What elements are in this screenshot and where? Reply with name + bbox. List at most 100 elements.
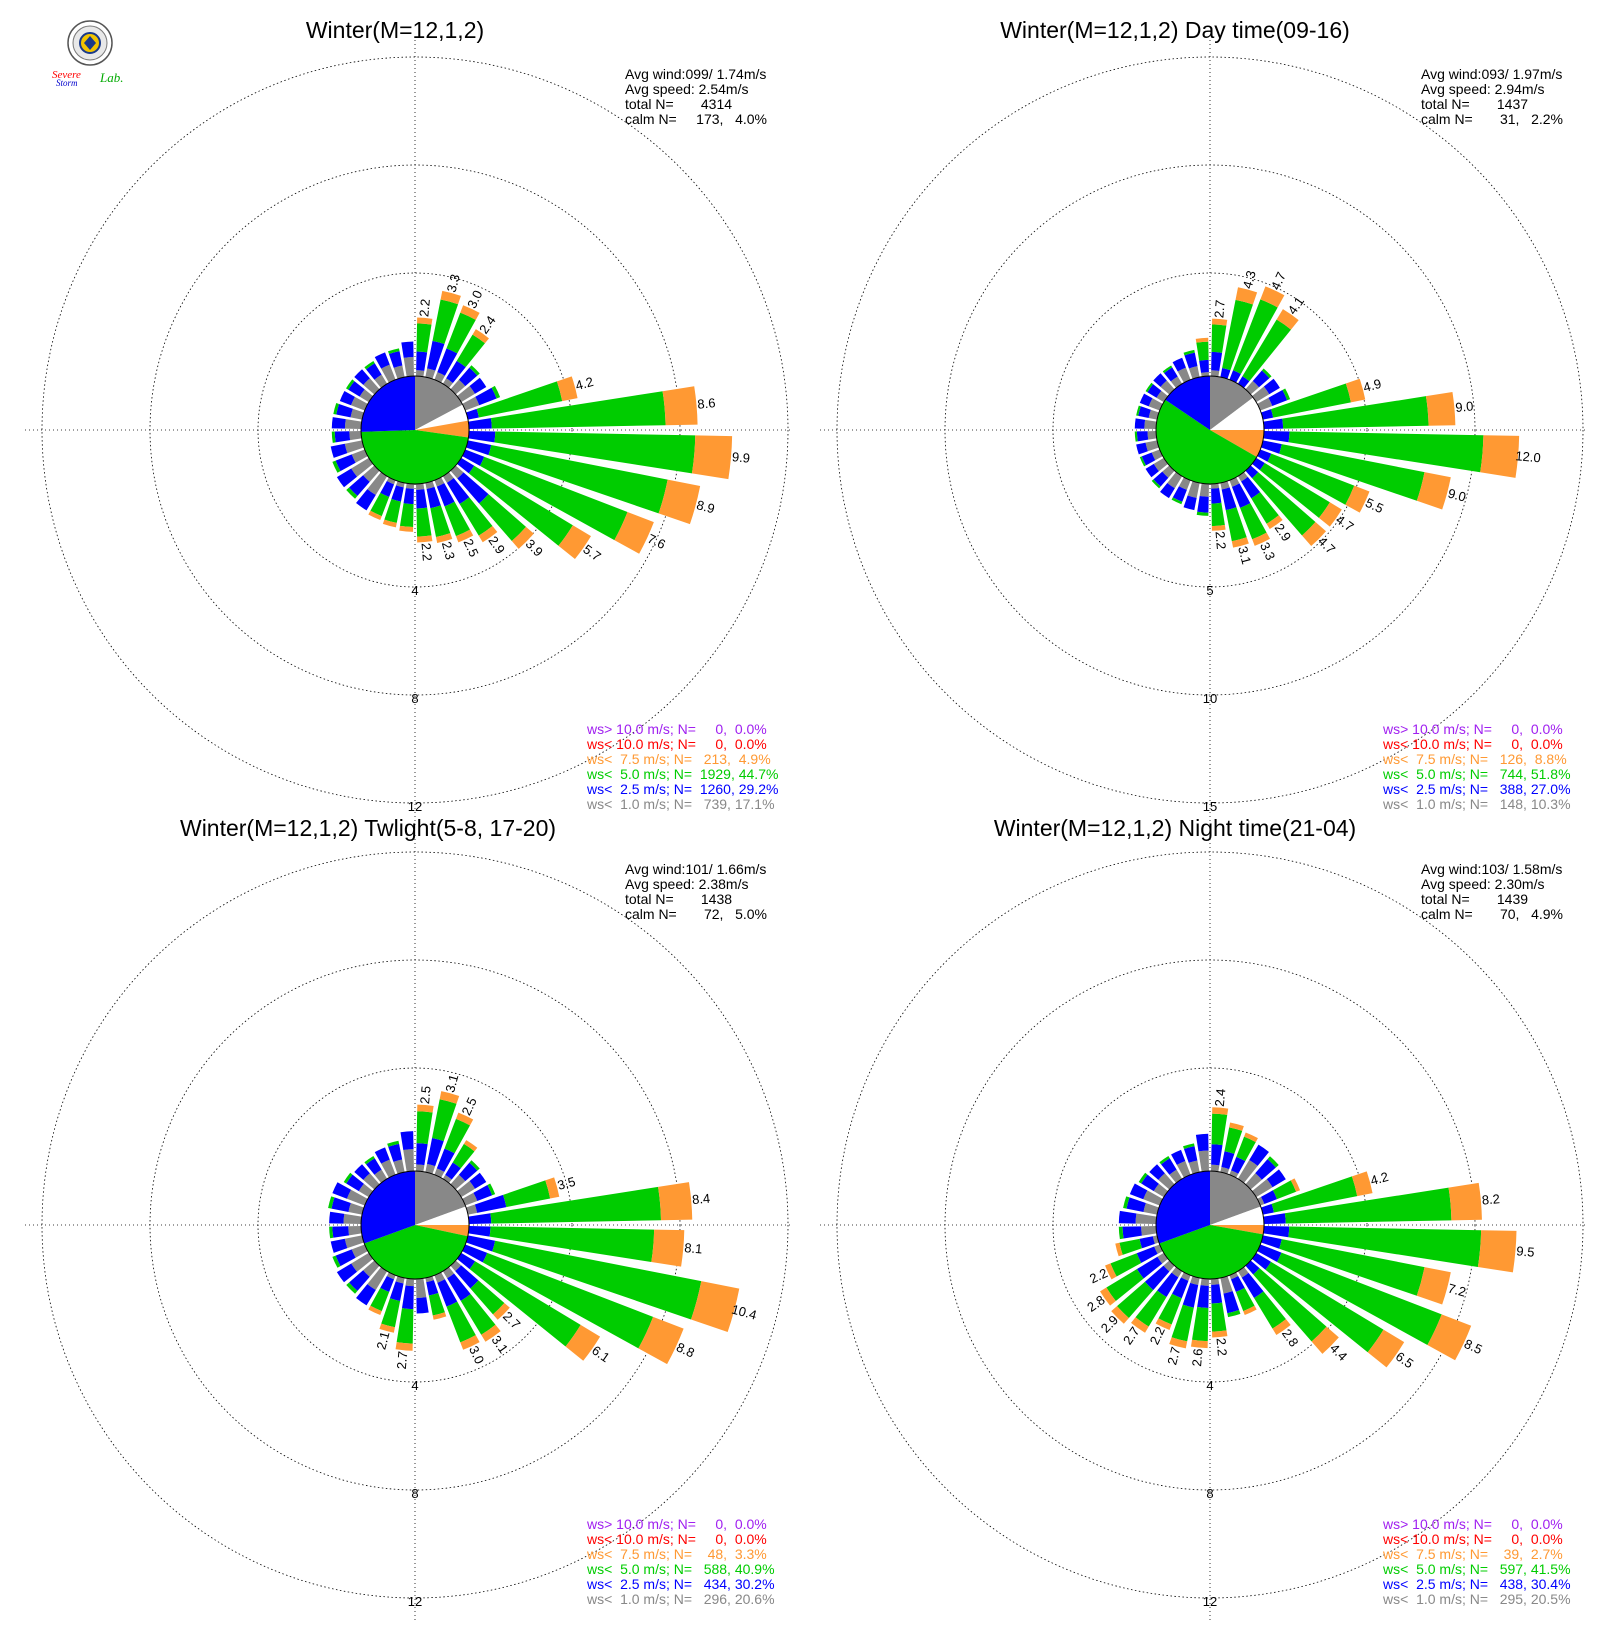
bar-segment: [1183, 1143, 1195, 1150]
pie-slice-green: [364, 1225, 468, 1280]
bar-segment: [462, 1244, 488, 1263]
bar-segment: [1211, 370, 1220, 377]
bar-segment: [374, 352, 390, 369]
bar-segment: [1290, 1178, 1301, 1192]
bar-segment: [1266, 515, 1283, 530]
bar-segment: [469, 377, 487, 394]
bar-segment: [417, 535, 433, 543]
bar-value-label: 3.3: [1257, 540, 1278, 563]
panel-title: Winter(M=12,1,2) Twlight(5-8, 17-20): [180, 815, 556, 841]
bar-segment: [358, 1183, 373, 1198]
bar-segment: [442, 378, 453, 388]
bar-segment: [1237, 1159, 1258, 1183]
bar-segment: [1183, 495, 1197, 511]
bar-segment: [1268, 390, 1288, 406]
stat-avg-speed: Avg speed: 2.94m/s: [1421, 81, 1544, 97]
bar-segment: [1261, 1235, 1282, 1249]
bar-segment: [1272, 1180, 1297, 1200]
bar-segment: [614, 511, 654, 554]
bar-segment: [1200, 1278, 1209, 1286]
bar-segment: [381, 1298, 401, 1328]
bar-segment: [1100, 1287, 1116, 1306]
bar-segment: [1199, 483, 1209, 497]
bar-value-label: 2.2: [1213, 1337, 1230, 1356]
bar-segment: [503, 1180, 551, 1208]
legend-entry: ws< 5.0 m/s; N= 597, 41.5%: [1382, 1561, 1571, 1577]
ring-circle: [944, 959, 1476, 1491]
ring-label: 4: [1206, 1378, 1213, 1393]
stat-avg-speed: Avg speed: 2.38m/s: [625, 876, 748, 892]
pie-slice-green: [361, 430, 469, 484]
bar-segment: [691, 1281, 740, 1333]
bar-segment: [363, 378, 380, 395]
bar-segment: [403, 357, 414, 377]
stat-calm-n: calm N= 173, 4.0%: [625, 111, 767, 127]
ring-circle: [257, 1067, 573, 1383]
bar-segment: [426, 486, 441, 509]
pie-outline: [360, 375, 470, 485]
bar-segment: [1245, 1260, 1260, 1275]
bar-segment: [332, 1182, 352, 1199]
bar-segment: [343, 1172, 353, 1184]
bar-segment: [1123, 1196, 1130, 1209]
bar-segment: [1164, 367, 1178, 382]
legend-entry: ws> 10.0 m/s; N= 0, 0.0%: [586, 1516, 767, 1532]
pie-slice-orange: [415, 1225, 469, 1237]
bar-segment: [1136, 1256, 1163, 1279]
bar-segment: [1220, 481, 1230, 490]
bar-segment: [403, 488, 414, 505]
bar-segment: [1188, 1160, 1200, 1174]
bar-segment: [349, 475, 370, 496]
stat-total-n: total N= 4314: [625, 96, 732, 112]
bar-segment: [416, 351, 428, 371]
bar-segment: [651, 1229, 685, 1267]
bar-segment: [479, 456, 628, 541]
bar-segment: [1169, 1169, 1183, 1183]
bar-segment: [1254, 1291, 1286, 1329]
bar-value-label: 4.7: [1268, 270, 1289, 293]
bar-segment: [1252, 370, 1270, 388]
bar-value-label: 2.5: [459, 1095, 480, 1118]
ring-circle: [836, 851, 1584, 1599]
legend-entry: ws< 10.0 m/s; N= 0, 0.0%: [586, 1531, 767, 1547]
bar-segment: [1261, 409, 1274, 420]
bar-segment: [432, 299, 459, 345]
bar-segment: [1267, 453, 1355, 505]
bar-segment: [658, 479, 701, 525]
bar-value-label: 7.6: [645, 531, 668, 552]
bar-segment: [1242, 319, 1291, 382]
bar-segment: [436, 1148, 455, 1172]
bar-segment: [1184, 352, 1198, 369]
bar-segment: [416, 1164, 425, 1172]
bar-segment: [370, 1287, 390, 1312]
bar-segment: [1236, 1136, 1256, 1162]
legend-entry: ws< 7.5 m/s; N= 48, 3.3%: [586, 1546, 767, 1562]
bar-segment: [1257, 1244, 1282, 1263]
bar-segment: [416, 483, 425, 490]
bar-value-label: 12.0: [1515, 448, 1542, 465]
bar-segment: [351, 1252, 373, 1272]
bar-segment: [1139, 1236, 1155, 1249]
pie-slice-green: [1159, 1225, 1264, 1279]
calm-pie: [1155, 375, 1265, 485]
bar-value-label: 3.0: [464, 288, 485, 311]
bar-segment: [468, 1226, 491, 1237]
pie-slice-blue: [360, 1171, 415, 1244]
bar-segment: [363, 1173, 380, 1190]
bar-segment: [476, 381, 563, 418]
bar-segment: [462, 1192, 478, 1206]
bar-value-label: 3.1: [442, 1073, 461, 1094]
bar-segment: [380, 480, 395, 498]
bar-segment: [1212, 1330, 1228, 1338]
bar-segment: [1231, 1156, 1246, 1174]
bar-segment: [479, 494, 527, 542]
bar-segment: [1267, 1156, 1279, 1168]
bar-segment: [389, 1281, 404, 1301]
bar-segment: [350, 396, 368, 411]
bar-segment: [1147, 431, 1157, 440]
bar-segment: [344, 440, 364, 454]
bar-segment: [1211, 487, 1222, 504]
bar-segment: [333, 403, 340, 415]
bar-segment: [370, 492, 390, 517]
